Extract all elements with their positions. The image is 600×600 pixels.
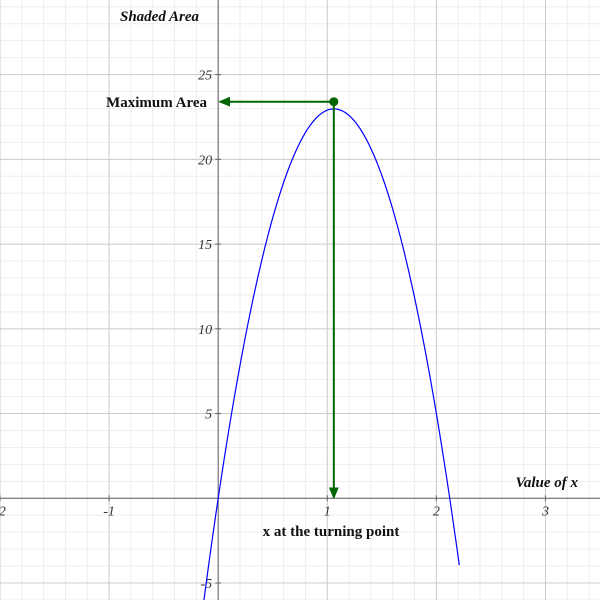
turning-point-marker [329,97,339,107]
y-tick-label: 25 [198,69,212,84]
turning-point-label: x at the turning point [263,524,400,540]
y-tick-label: 15 [198,238,212,253]
y-tick-label: 5 [205,408,212,423]
annotation-layer [218,96,339,500]
x-axis-label: Value of x [515,475,578,491]
series-layer [203,108,460,600]
x-tick-label: 1 [324,504,331,519]
x-tick-label: 2 [433,504,440,519]
y-tick-label: 20 [198,153,212,168]
y-axis-label: Shaded Area [120,9,200,25]
x-tick-label: -2 [0,504,6,519]
parabola-curve [203,108,460,600]
x-tick-label: 3 [541,504,549,519]
x-tick-label: -1 [103,504,115,519]
y-tick-label: 10 [198,323,212,338]
maximum-area-label: Maximum Area [106,95,207,111]
